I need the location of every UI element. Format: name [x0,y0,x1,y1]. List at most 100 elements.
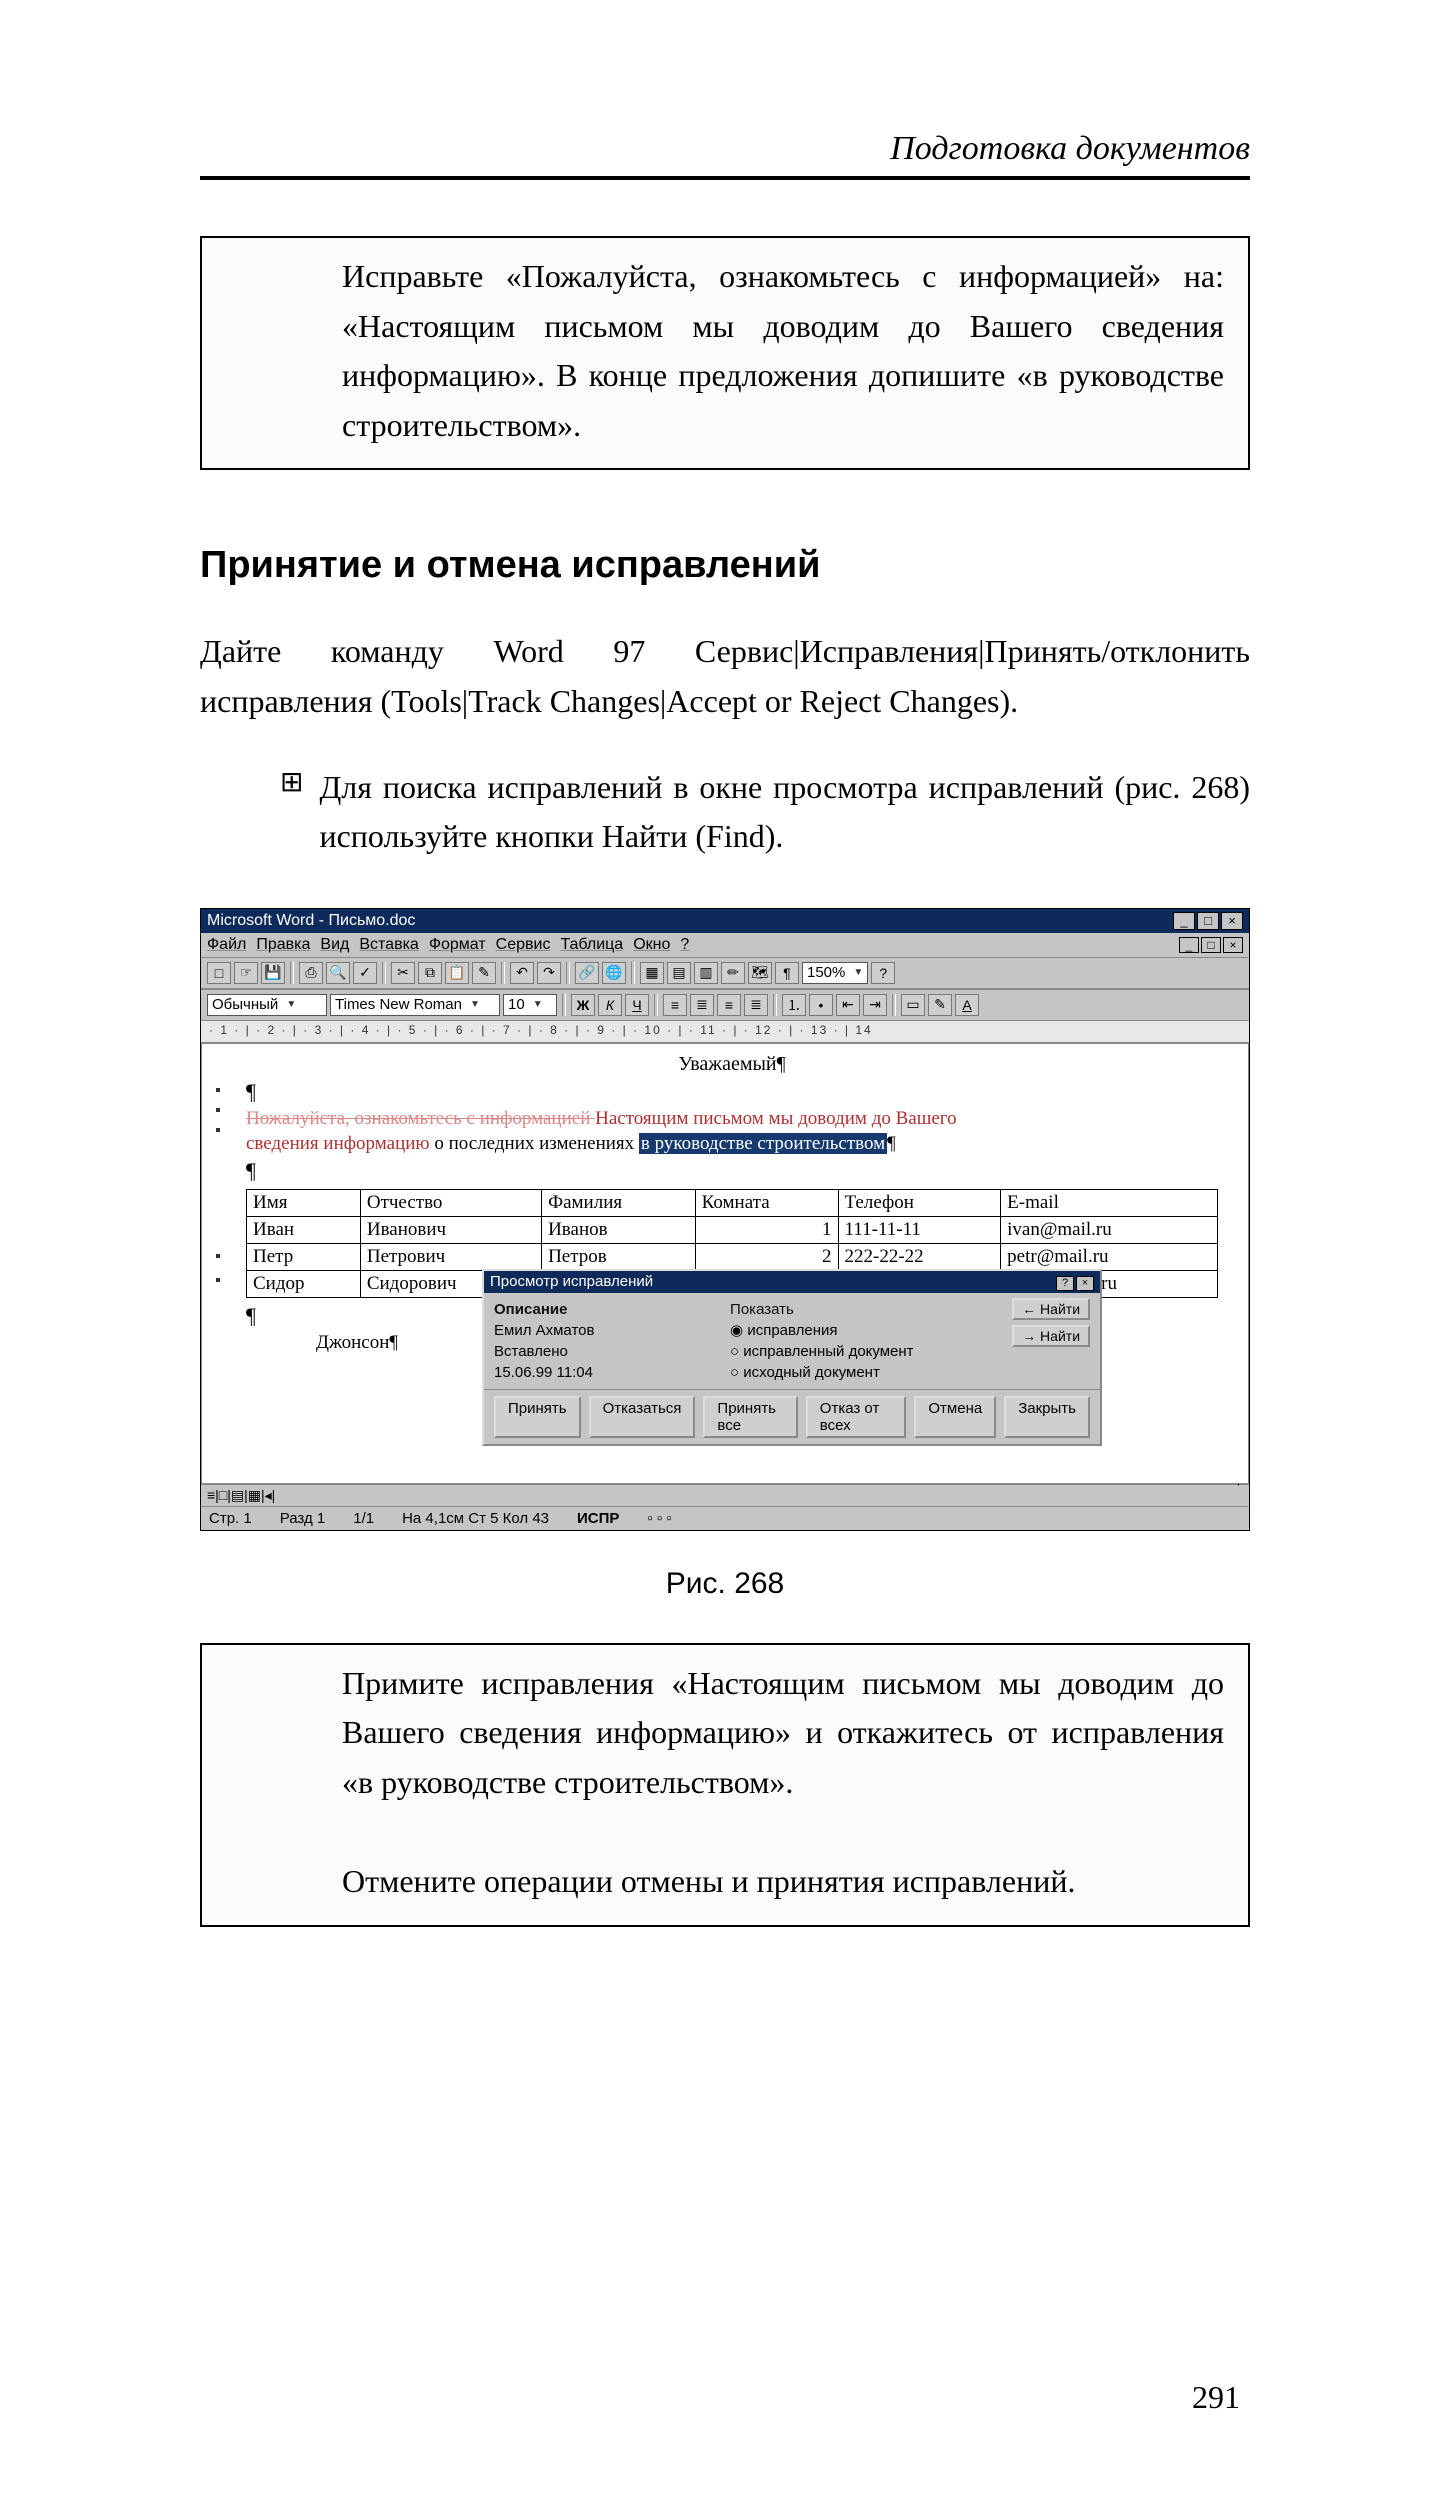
excel-icon[interactable]: ▤ [667,962,691,984]
table-cell: Иванович [360,1216,541,1243]
menu-bar[interactable]: Файл Правка Вид Вставка Формат Сервис Таблица О… [201,933,1249,957]
drawing-icon[interactable]: ✏ [721,962,745,984]
radio-changed-doc[interactable]: исправленный документ [730,1341,944,1362]
view-buttons[interactable]: ≡|□|▤|▦|◂| [201,1484,1249,1506]
instruction-box-1: Исправьте «Пожалуйста, ознакомьтесь с ин… [200,236,1250,470]
outdent-icon[interactable]: ⇤ [836,994,860,1016]
menu-Правка[interactable]: Правка [256,936,310,953]
table-cell: Иван [247,1216,361,1243]
justify-icon[interactable]: ≣ [744,994,768,1016]
section-title: Принятие и отмена исправлений [200,544,1250,587]
redo-icon[interactable]: ↷ [537,962,561,984]
radio-original-doc[interactable]: исходный документ [730,1362,944,1383]
spell-icon[interactable]: ✓ [353,962,377,984]
open-icon[interactable]: ☞ [234,962,258,984]
menu-Формат[interactable]: Формат [429,936,486,953]
table-cell: Петр [247,1243,361,1270]
table-header: Отчество [360,1189,541,1216]
bullets-icon[interactable]: • [809,994,833,1016]
find-prev-button[interactable]: ← Найти [1012,1298,1090,1320]
table-cell: ivan@mail.ru [1001,1216,1218,1243]
bold-icon[interactable]: Ж [571,994,595,1016]
menu-Вставка[interactable]: Вставка [359,936,418,953]
menu-Файл[interactable]: Файл [207,936,246,953]
dialog-window-buttons[interactable]: ?× [1054,1273,1094,1291]
fontcolor-icon[interactable]: A [955,994,979,1016]
close-button[interactable]: Закрыть [1004,1396,1090,1438]
new-icon[interactable]: □ [207,962,231,984]
align-center-icon[interactable]: ≣ [690,994,714,1016]
print-icon[interactable]: ⎙ [299,962,323,984]
table-cell: Петров [542,1243,696,1270]
accept-button[interactable]: Принять [494,1396,581,1438]
doc-line-2: сведения информацию о последних изменени… [246,1133,1218,1155]
accept-all-button[interactable]: Принять все [703,1396,797,1438]
bullet-text: Для поиска исправлений в окне просмотра … [319,763,1250,862]
review-dialog: Просмотр исправлений ?× Описание Емил Ах… [482,1269,1102,1446]
table-header: Телефон [838,1189,1001,1216]
table-row: ИванИвановичИванов1111-11-11ivan@mail.ru [247,1216,1218,1243]
format-painter-icon[interactable]: ✎ [472,962,496,984]
formatting-toolbar[interactable]: Обычный▼ Times New Roman▼ 10▼ Ж К Ч ≡ ≣ … [201,989,1249,1021]
align-left-icon[interactable]: ≡ [663,994,687,1016]
document-area: Уважаемый¶ ¶ Пожалуйста, ознакомьтесь с … [201,1043,1249,1484]
menu-Окно[interactable]: Окно [633,936,670,953]
numbering-icon[interactable]: ⒈ [782,994,806,1016]
columns-icon[interactable]: ▥ [694,962,718,984]
table-cell: 111-11-11 [838,1216,1001,1243]
align-right-icon[interactable]: ≡ [717,994,741,1016]
find-next-button[interactable]: → Найти [1012,1325,1090,1347]
pilcrow-icon[interactable]: ¶ [775,962,799,984]
page-number: 291 [1192,2379,1240,2416]
running-header: Подготовка документов [200,130,1250,180]
table-header: Фамилия [542,1189,696,1216]
standard-toolbar[interactable]: □ ☞ 💾 ⎙ 🔍 ✓ ✂ ⧉ 📋 ✎ ↶ ↷ 🔗 🌐 ▦ ▤ ▥ ✏ 🗺 ¶ … [201,957,1249,989]
window-buttons[interactable]: _□× [1171,912,1243,930]
table-header: Комната [695,1189,838,1216]
doc-line-1: Пожалуйста, ознакомьтесь с информацией Н… [246,1108,1218,1130]
table-cell: 1 [695,1216,838,1243]
instruction-box-2: Примите исправления «Настоящим письмом м… [200,1643,1250,1927]
italic-icon[interactable]: К [598,994,622,1016]
highlight-icon[interactable]: ✎ [928,994,952,1016]
table-header: Имя [247,1189,361,1216]
radio-changes[interactable]: исправления [730,1320,944,1341]
mdi-buttons[interactable]: _□× [1177,936,1243,954]
reject-button[interactable]: Отказаться [589,1396,696,1438]
indent-icon[interactable]: ⇥ [863,994,887,1016]
hyperlink-icon[interactable]: 🔗 [575,962,599,984]
table-cell: 222-22-22 [838,1243,1001,1270]
underline-icon[interactable]: Ч [625,994,649,1016]
app-titlebar: Microsoft Word - Письмо.doc _□× [201,909,1249,933]
copy-icon[interactable]: ⧉ [418,962,442,984]
map-icon[interactable]: 🗺 [748,962,772,984]
tables-icon[interactable]: ▦ [640,962,664,984]
web-icon[interactable]: 🌐 [602,962,626,984]
help-icon[interactable]: ? [871,962,895,984]
preview-icon[interactable]: 🔍 [326,962,350,984]
save-icon[interactable]: 💾 [261,962,285,984]
dialog-titlebar: Просмотр исправлений ?× [484,1271,1100,1293]
menu-?[interactable]: ? [680,936,689,953]
zoom-combo[interactable]: 150%▼ [802,962,868,984]
table-cell: Сидор [247,1270,361,1297]
font-combo[interactable]: Times New Roman▼ [330,994,500,1016]
undo-button[interactable]: Отмена [914,1396,996,1438]
bullet-icon: ⊞ [280,763,303,862]
doc-heading: Уважаемый¶ [246,1053,1218,1076]
reject-all-button[interactable]: Отказ от всех [806,1396,907,1438]
style-combo[interactable]: Обычный▼ [207,994,327,1016]
pilcrow: ¶ [246,1158,1218,1184]
menu-Таблица[interactable]: Таблица [560,936,623,953]
size-combo[interactable]: 10▼ [503,994,557,1016]
table-cell: Петрович [360,1243,541,1270]
table-row: ПетрПетровичПетров2222-22-22petr@mail.ru [247,1243,1218,1270]
menu-Вид[interactable]: Вид [320,936,349,953]
table-header: E-mail [1001,1189,1218,1216]
borders-icon[interactable]: ▭ [901,994,925,1016]
paste-icon[interactable]: 📋 [445,962,469,984]
bullet-item: ⊞ Для поиска исправлений в окне просмотр… [280,763,1250,862]
menu-Сервис[interactable]: Сервис [496,936,551,953]
cut-icon[interactable]: ✂ [391,962,415,984]
undo-icon[interactable]: ↶ [510,962,534,984]
